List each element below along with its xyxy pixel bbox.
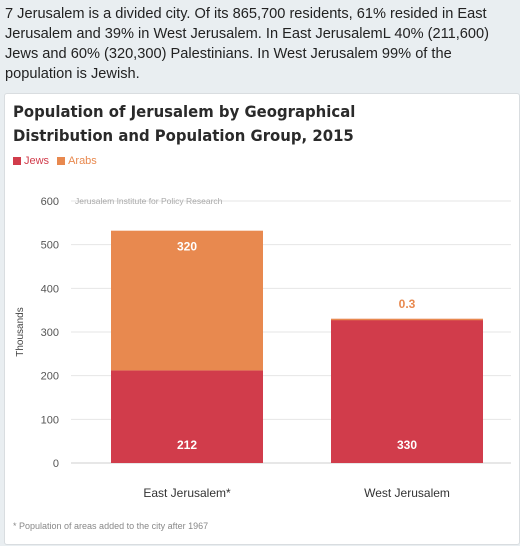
chart-card: Population of Jerusalem by Geographical … [4, 93, 520, 545]
data-label-arabs-1: 0.3 [399, 297, 416, 311]
legend-label-jews: Jews [24, 155, 50, 167]
data-label-jews-0: 212 [177, 438, 197, 452]
bar-arabs-0 [111, 230, 263, 371]
y-tick-label-100: 100 [41, 414, 59, 426]
legend-item-jews: Jews [13, 155, 49, 167]
chart-footnote: * Population of areas added to the city … [13, 521, 209, 531]
legend-swatch-arabs [57, 157, 66, 165]
bar-jews-1 [331, 318, 483, 463]
intro-paragraph: 7 Jerusalem is a divided city. Of its 86… [5, 6, 489, 82]
y-tick-label-400: 400 [41, 283, 59, 295]
chart-plot: 0 100 200 300 400 500 600 Thousands Jerusalem In… [15, 196, 511, 500]
bar-arabs-1 [331, 318, 483, 321]
x-tick-label-1: West Jerusalem [364, 486, 450, 500]
legend-label-arabs: Arabs [68, 155, 97, 167]
y-tick-label-200: 200 [41, 371, 59, 383]
y-tick-label-500: 500 [41, 240, 59, 252]
source-note: Jerusalem Institute for Policy Research [75, 196, 223, 206]
x-tick-label-0: East Jerusalem* [143, 486, 231, 500]
y-tick-label-600: 600 [41, 196, 59, 208]
chart-title: Population of Jerusalem by Geographical … [13, 102, 356, 145]
legend-item-arabs: Arabs [57, 155, 97, 167]
data-label-arabs-0: 320 [177, 240, 197, 254]
bar-jews-0 [111, 370, 263, 463]
chart-legend: Jews Arabs [13, 155, 97, 167]
legend-swatch-jews [13, 157, 21, 165]
y-axis-label: Thousands [15, 307, 26, 356]
data-label-jews-1: 330 [397, 438, 417, 452]
y-tick-label-0: 0 [53, 458, 59, 470]
y-tick-label-300: 300 [41, 327, 59, 339]
